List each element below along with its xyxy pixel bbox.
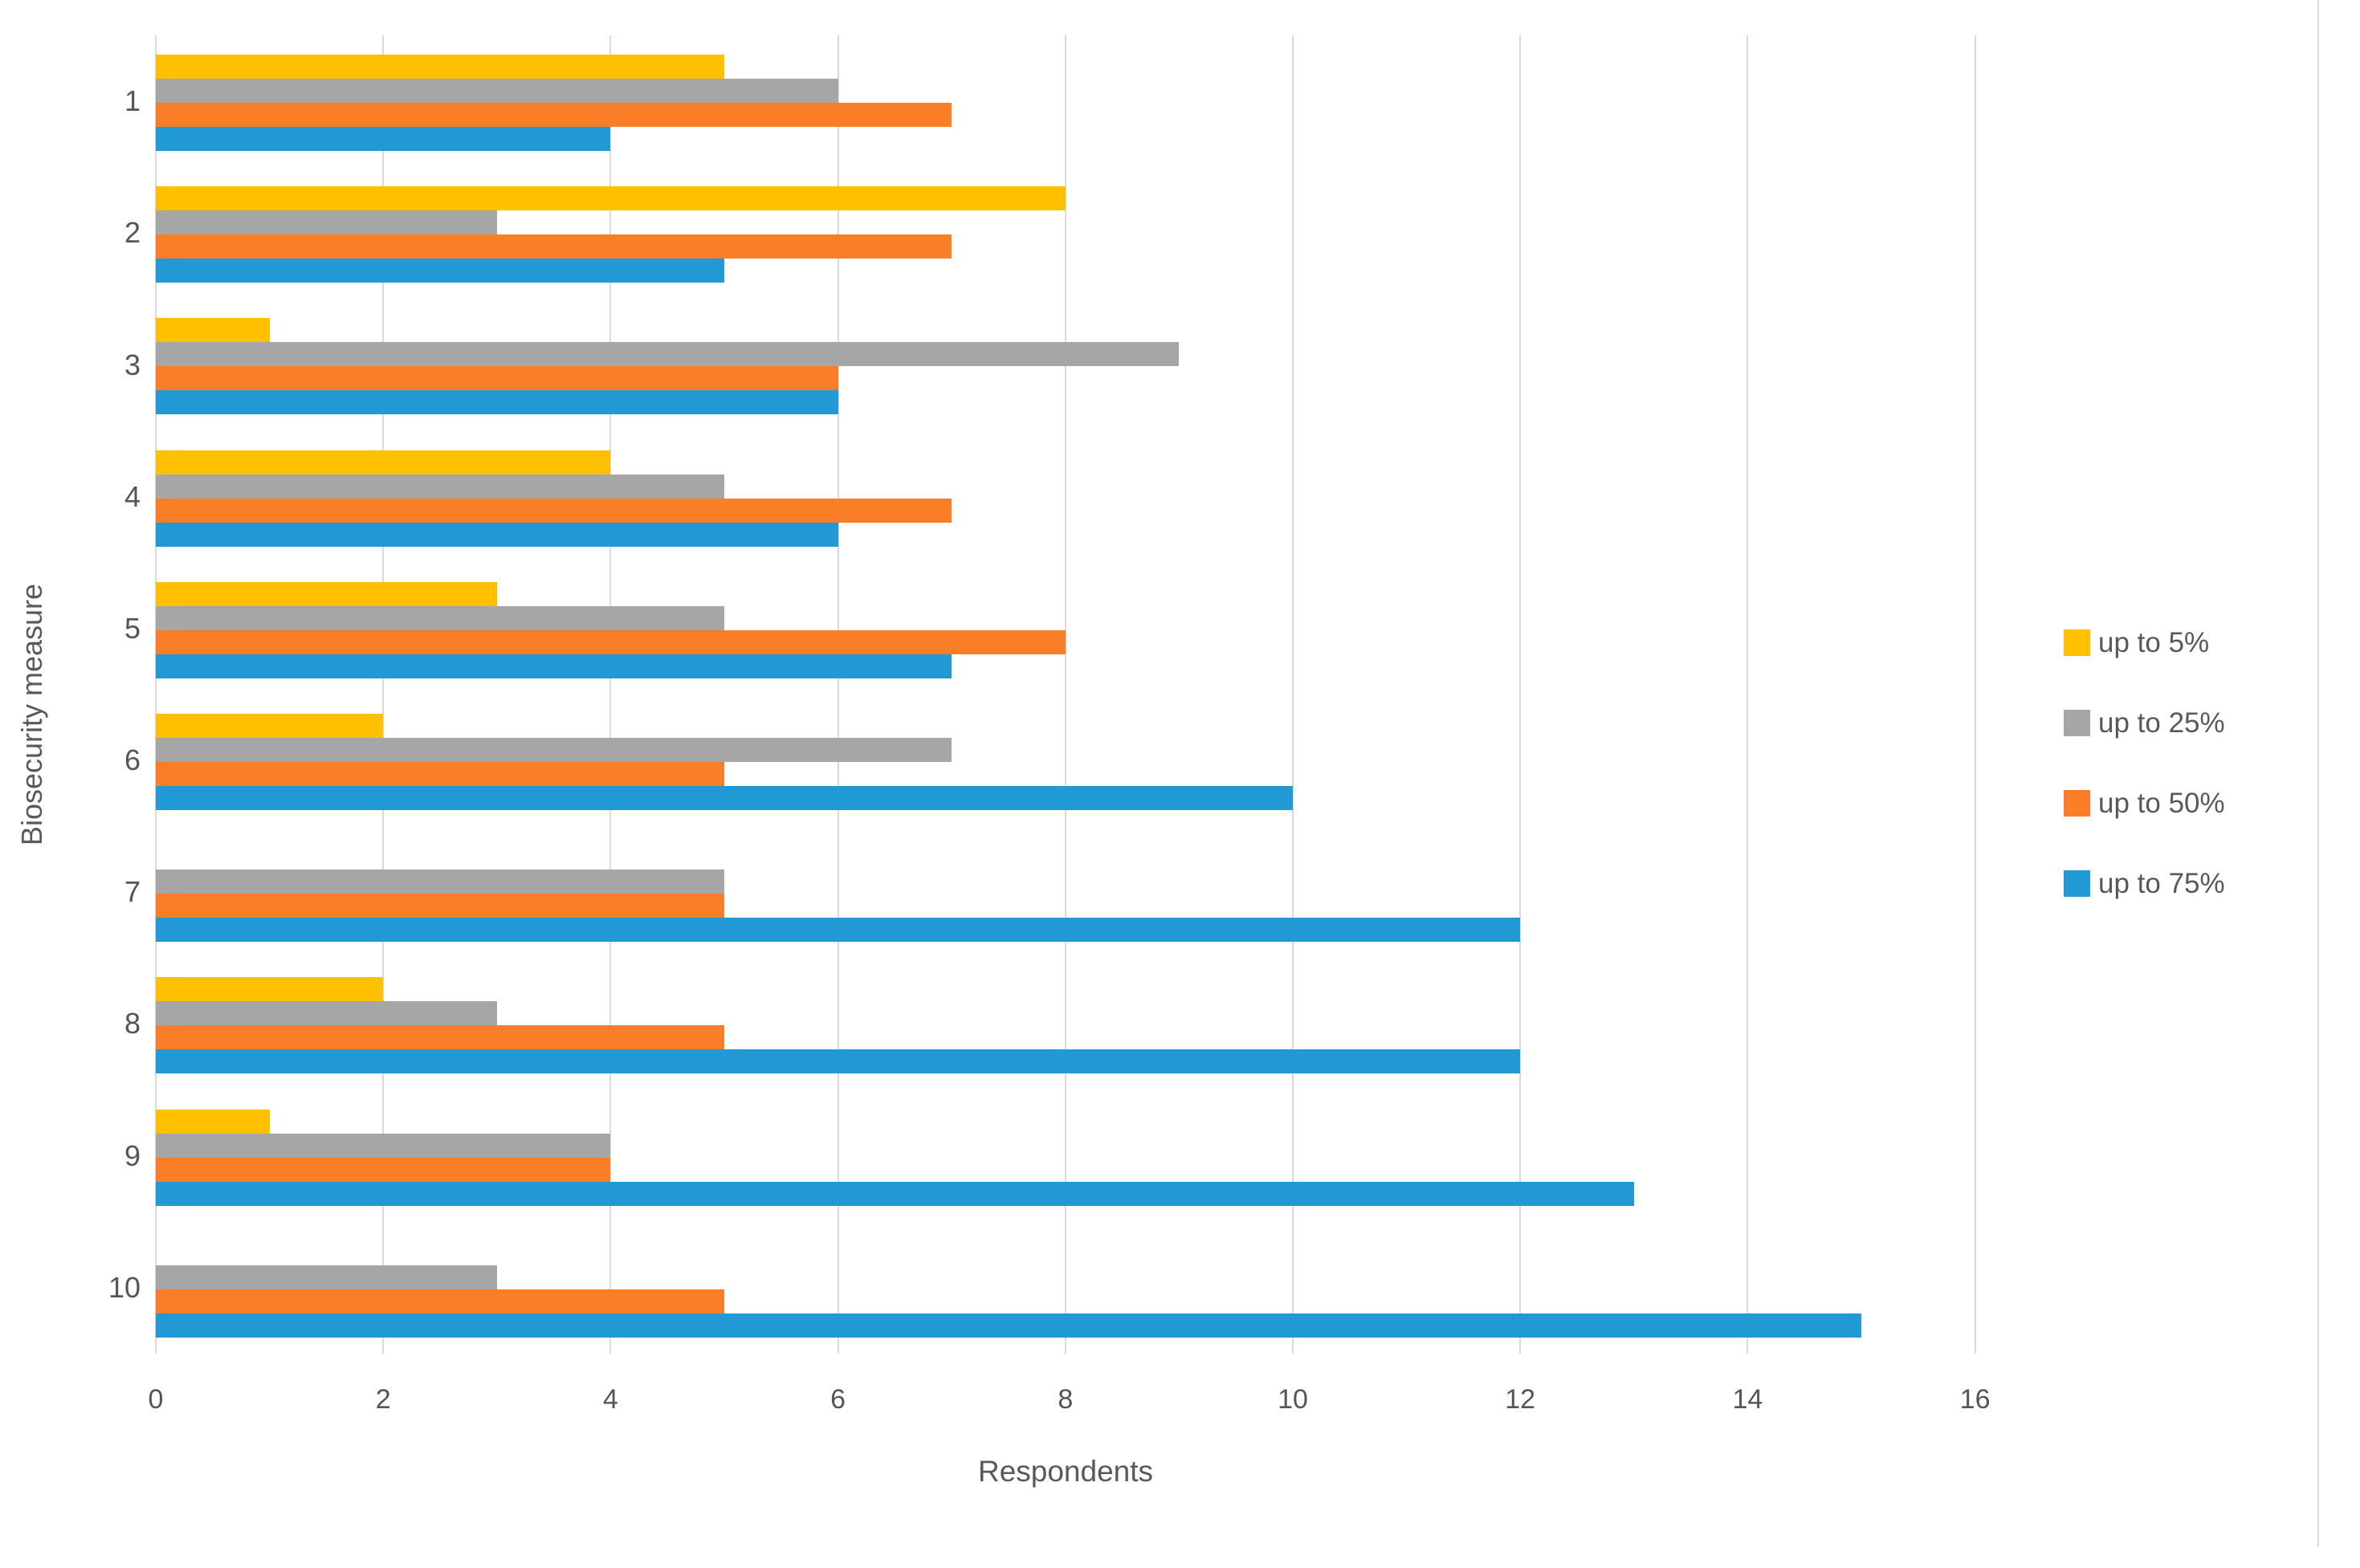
- x-axis-title: Respondents: [977, 1455, 1154, 1488]
- bar-cat3-series-up-to-5pct: [156, 318, 270, 342]
- bar-cat10-series-up-to-75pct: [156, 1313, 1861, 1338]
- bar-cat8-series-up-to-25pct: [156, 1001, 497, 1025]
- bar-cat6-series-up-to-5pct: [156, 714, 383, 738]
- bar-cat4-series-up-to-5pct: [156, 450, 610, 474]
- x-tick-label: 8: [1058, 1384, 1074, 1415]
- gridline-x-2: [382, 35, 385, 1354]
- legend-label: up to 5%: [2098, 626, 2210, 658]
- bar-cat1-series-up-to-25pct: [156, 79, 838, 103]
- bar-cat5-series-up-to-5pct: [156, 582, 497, 606]
- bar-cat5-series-up-to-75pct: [156, 654, 952, 678]
- y-category-label-4: 4: [124, 480, 141, 513]
- bar-cat1-series-up-to-75pct: [156, 127, 610, 151]
- bar-cat8-series-up-to-5pct: [156, 977, 383, 1001]
- bar-cat1-series-up-to-50pct: [156, 103, 952, 127]
- bar-cat9-series-up-to-25pct: [156, 1134, 610, 1158]
- bar-cat4-series-up-to-25pct: [156, 474, 724, 499]
- legend-label: up to 75%: [2098, 867, 2225, 899]
- bar-cat10-series-up-to-50pct: [156, 1289, 724, 1313]
- bar-cat5-series-up-to-50pct: [156, 630, 1066, 654]
- x-tick-label: 6: [830, 1384, 846, 1415]
- x-tick-label: 0: [148, 1384, 164, 1415]
- legend-swatch-icon: [2064, 870, 2090, 897]
- y-category-label-3: 3: [124, 348, 141, 381]
- legend-swatch-icon: [2064, 789, 2090, 817]
- bar-cat3-series-up-to-50pct: [156, 366, 838, 390]
- y-category-label-6: 6: [124, 743, 141, 776]
- gridline-x-8: [1064, 35, 1066, 1354]
- bar-cat4-series-up-to-50pct: [156, 499, 952, 523]
- legend-label: up to 50%: [2098, 787, 2225, 819]
- legend-item-up-to-5pct: up to 5%: [2064, 628, 2209, 657]
- bar-cat3-series-up-to-25pct: [156, 342, 1179, 366]
- bar-cat9-series-up-to-50pct: [156, 1158, 610, 1182]
- y-category-label-10: 10: [108, 1271, 141, 1304]
- bar-cat1-series-up-to-5pct: [156, 55, 724, 79]
- y-category-label-7: 7: [124, 875, 141, 908]
- bar-cat7-series-up-to-75pct: [156, 918, 1520, 942]
- bar-cat4-series-up-to-75pct: [156, 523, 838, 547]
- gridline-x-12: [1519, 35, 1522, 1354]
- x-tick-label: 16: [1959, 1384, 1991, 1415]
- gridline-x-6: [837, 35, 839, 1354]
- bar-cat2-series-up-to-5pct: [156, 186, 1066, 210]
- gridline-x-14: [1747, 35, 1749, 1354]
- x-tick-label: 4: [602, 1384, 618, 1415]
- x-tick-label: 14: [1732, 1384, 1763, 1415]
- legend-label: up to 25%: [2098, 707, 2225, 739]
- bar-cat6-series-up-to-25pct: [156, 738, 952, 762]
- x-tick-label: 12: [1505, 1384, 1536, 1415]
- legend-item-up-to-50pct: up to 50%: [2064, 788, 2225, 817]
- y-category-label-9: 9: [124, 1139, 141, 1172]
- gridline-x-16: [1974, 35, 1976, 1354]
- gridline-x-10: [1292, 35, 1294, 1354]
- bar-cat2-series-up-to-50pct: [156, 234, 952, 259]
- bar-cat7-series-up-to-50pct: [156, 894, 724, 918]
- bar-cat9-series-up-to-75pct: [156, 1182, 1634, 1206]
- x-tick-label: 2: [375, 1384, 391, 1415]
- bar-cat8-series-up-to-75pct: [156, 1049, 1520, 1073]
- bar-cat6-series-up-to-75pct: [156, 786, 1293, 810]
- bar-cat9-series-up-to-5pct: [156, 1110, 270, 1134]
- x-tick-label: 10: [1278, 1384, 1308, 1415]
- y-category-label-1: 1: [124, 84, 141, 117]
- bar-cat2-series-up-to-75pct: [156, 259, 724, 283]
- y-category-label-8: 8: [124, 1007, 141, 1040]
- legend-swatch-icon: [2064, 709, 2090, 736]
- y-category-label-2: 2: [124, 216, 141, 249]
- legend-item-up-to-25pct: up to 25%: [2064, 708, 2225, 737]
- y-category-label-5: 5: [124, 612, 141, 645]
- chart-right-border: [2317, 0, 2319, 1546]
- bar-cat3-series-up-to-75pct: [156, 390, 838, 414]
- bar-cat10-series-up-to-25pct: [156, 1265, 497, 1289]
- legend-item-up-to-75pct: up to 75%: [2064, 869, 2225, 898]
- gridline-x-0: [155, 35, 157, 1354]
- bar-cat8-series-up-to-50pct: [156, 1025, 724, 1049]
- bar-cat7-series-up-to-25pct: [156, 870, 724, 894]
- legend-swatch-icon: [2064, 629, 2090, 656]
- bar-cat2-series-up-to-25pct: [156, 210, 497, 234]
- gridline-x-4: [609, 35, 612, 1354]
- bar-cat6-series-up-to-50pct: [156, 762, 724, 786]
- bar-cat5-series-up-to-25pct: [156, 606, 724, 630]
